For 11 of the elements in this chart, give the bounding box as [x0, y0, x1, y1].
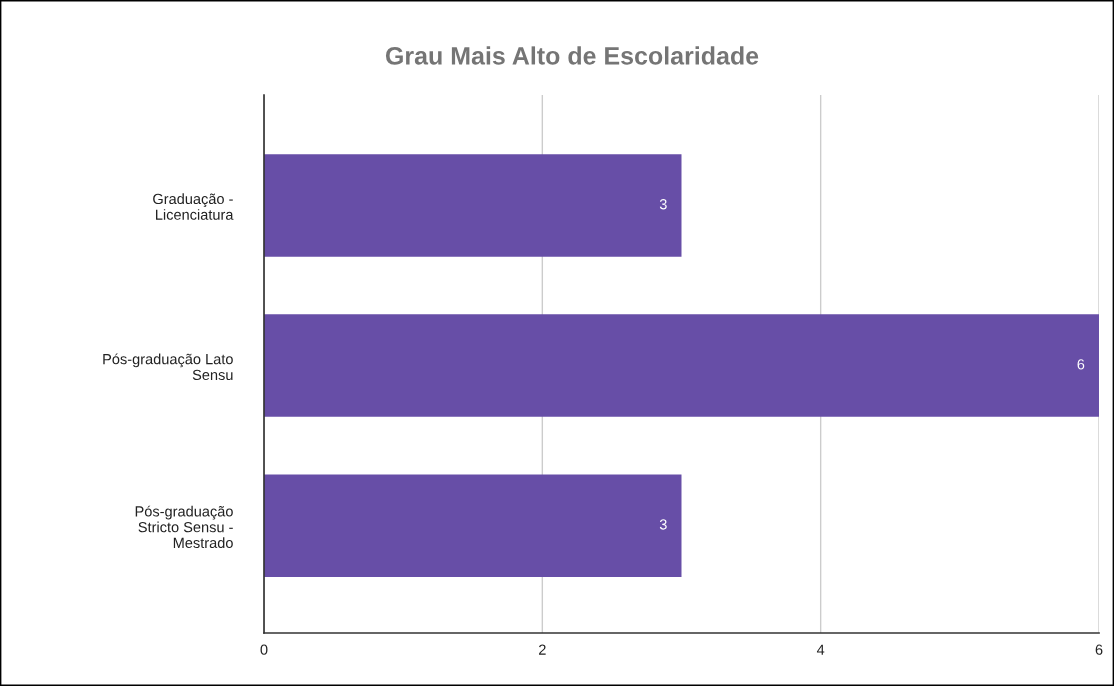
x-tick-label: 0 — [260, 644, 268, 655]
data-label: 3 — [659, 519, 667, 530]
data-label: 6 — [1077, 359, 1085, 370]
chart-title: Grau Mais Alto de Escolaridade — [385, 46, 759, 65]
y-tick-label: Pós-graduação Stricto Sensu - Mestrado — [135, 505, 233, 549]
x-tick-label: 4 — [816, 644, 825, 655]
y-tick-label: Graduação - Licenciatura — [153, 193, 234, 220]
x-tick-label: 2 — [539, 644, 546, 655]
y-tick-label: Pós-graduação Lato Sensu — [103, 353, 233, 381]
data-label: 3 — [659, 199, 667, 210]
x-tick-label: 6 — [1095, 644, 1103, 655]
